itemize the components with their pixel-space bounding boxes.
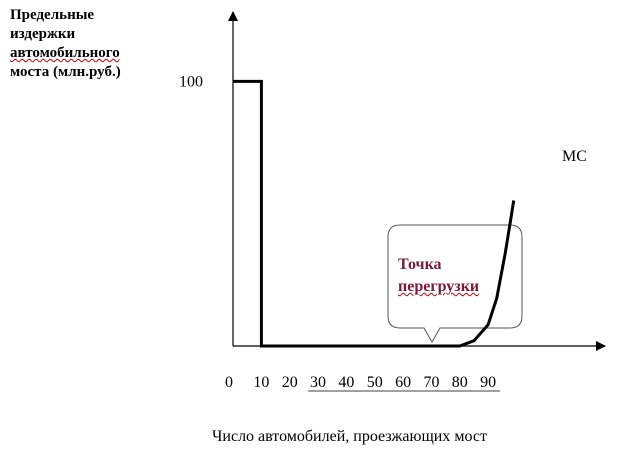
y-tick-label: 100 <box>179 73 203 90</box>
x-tick-label: 90 <box>480 374 496 391</box>
x-tick-label: 20 <box>282 374 298 391</box>
y-axis-label-line-2: издержки <box>10 26 76 42</box>
overload-callout: Точка перегрузки <box>398 254 479 298</box>
x-tick-label: 50 <box>367 374 383 391</box>
y-axis-label-line-4: моста (млн.руб.) <box>10 64 121 80</box>
y-axis-label-line-1: Предельные <box>10 7 95 23</box>
x-tick-label: 70 <box>423 374 439 391</box>
x-tick-label: 30 <box>310 374 326 391</box>
overload-callout-line-1: Точка <box>398 256 442 273</box>
x-tick-label: 10 <box>253 374 269 391</box>
callout-bubble <box>387 224 523 344</box>
y-axis-label-line-3: автомобильного <box>10 45 120 61</box>
x-axis-label: Число автомобилей, проезжающих мост <box>212 428 487 445</box>
series-label-mc: МС <box>562 148 587 165</box>
overload-callout-line-2: перегрузки <box>398 278 480 295</box>
x-tick-label: 0 <box>225 374 233 391</box>
x-tick-label: 40 <box>338 374 354 391</box>
x-tick-label: 80 <box>452 374 468 391</box>
mc-curve <box>233 79 516 348</box>
y-axis-label: Предельные издержки автомобильного моста… <box>10 6 170 82</box>
x-tick-label: 60 <box>395 374 411 391</box>
